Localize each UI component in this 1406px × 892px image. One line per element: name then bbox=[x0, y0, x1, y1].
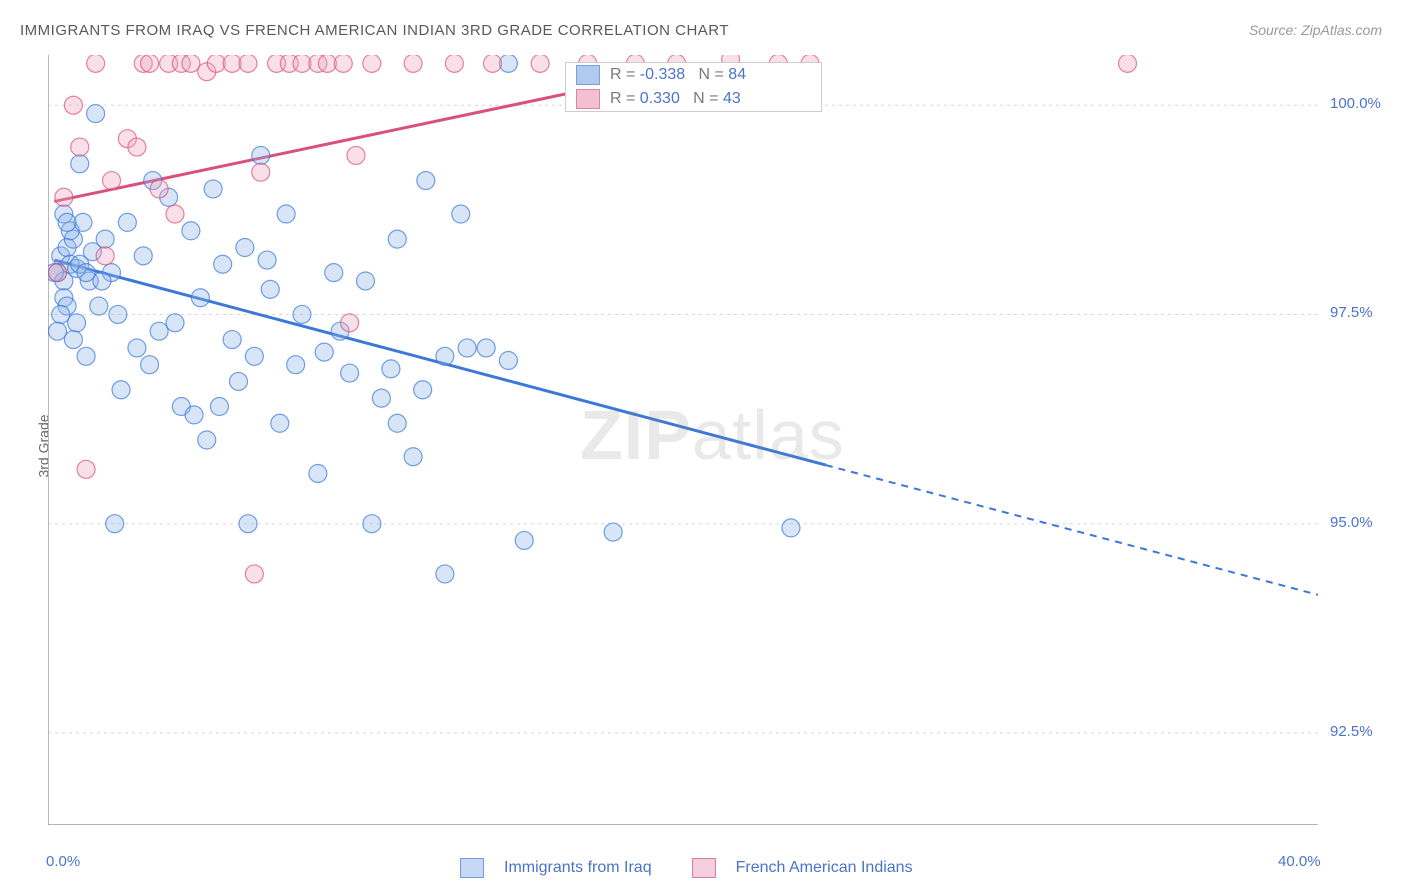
x-tick-label: 40.0% bbox=[1278, 853, 1321, 870]
legend-row: R = 0.330 N = 43 bbox=[566, 87, 821, 111]
y-tick-label: 97.5% bbox=[1330, 304, 1373, 321]
legend-label: Immigrants from Iraq bbox=[504, 859, 652, 877]
legend-swatch bbox=[692, 858, 716, 878]
x-tick-label: 0.0% bbox=[46, 853, 80, 870]
series-legend: Immigrants from Iraq French American Indi… bbox=[460, 858, 943, 878]
legend-swatch bbox=[460, 858, 484, 878]
source-label: Source: ZipAtlas.com bbox=[1249, 22, 1382, 38]
y-tick-label: 100.0% bbox=[1330, 95, 1381, 112]
correlation-legend: R = -0.338 N = 84R = 0.330 N = 43 bbox=[565, 62, 822, 112]
legend-label: French American Indians bbox=[736, 859, 913, 877]
scatter-plot bbox=[48, 55, 1318, 825]
y-tick-label: 92.5% bbox=[1330, 723, 1373, 740]
y-tick-label: 95.0% bbox=[1330, 514, 1373, 531]
legend-row: R = -0.338 N = 84 bbox=[566, 63, 821, 87]
legend-swatch bbox=[576, 65, 600, 85]
chart-title: IMMIGRANTS FROM IRAQ VS FRENCH AMERICAN … bbox=[20, 22, 729, 39]
legend-swatch bbox=[576, 89, 600, 109]
